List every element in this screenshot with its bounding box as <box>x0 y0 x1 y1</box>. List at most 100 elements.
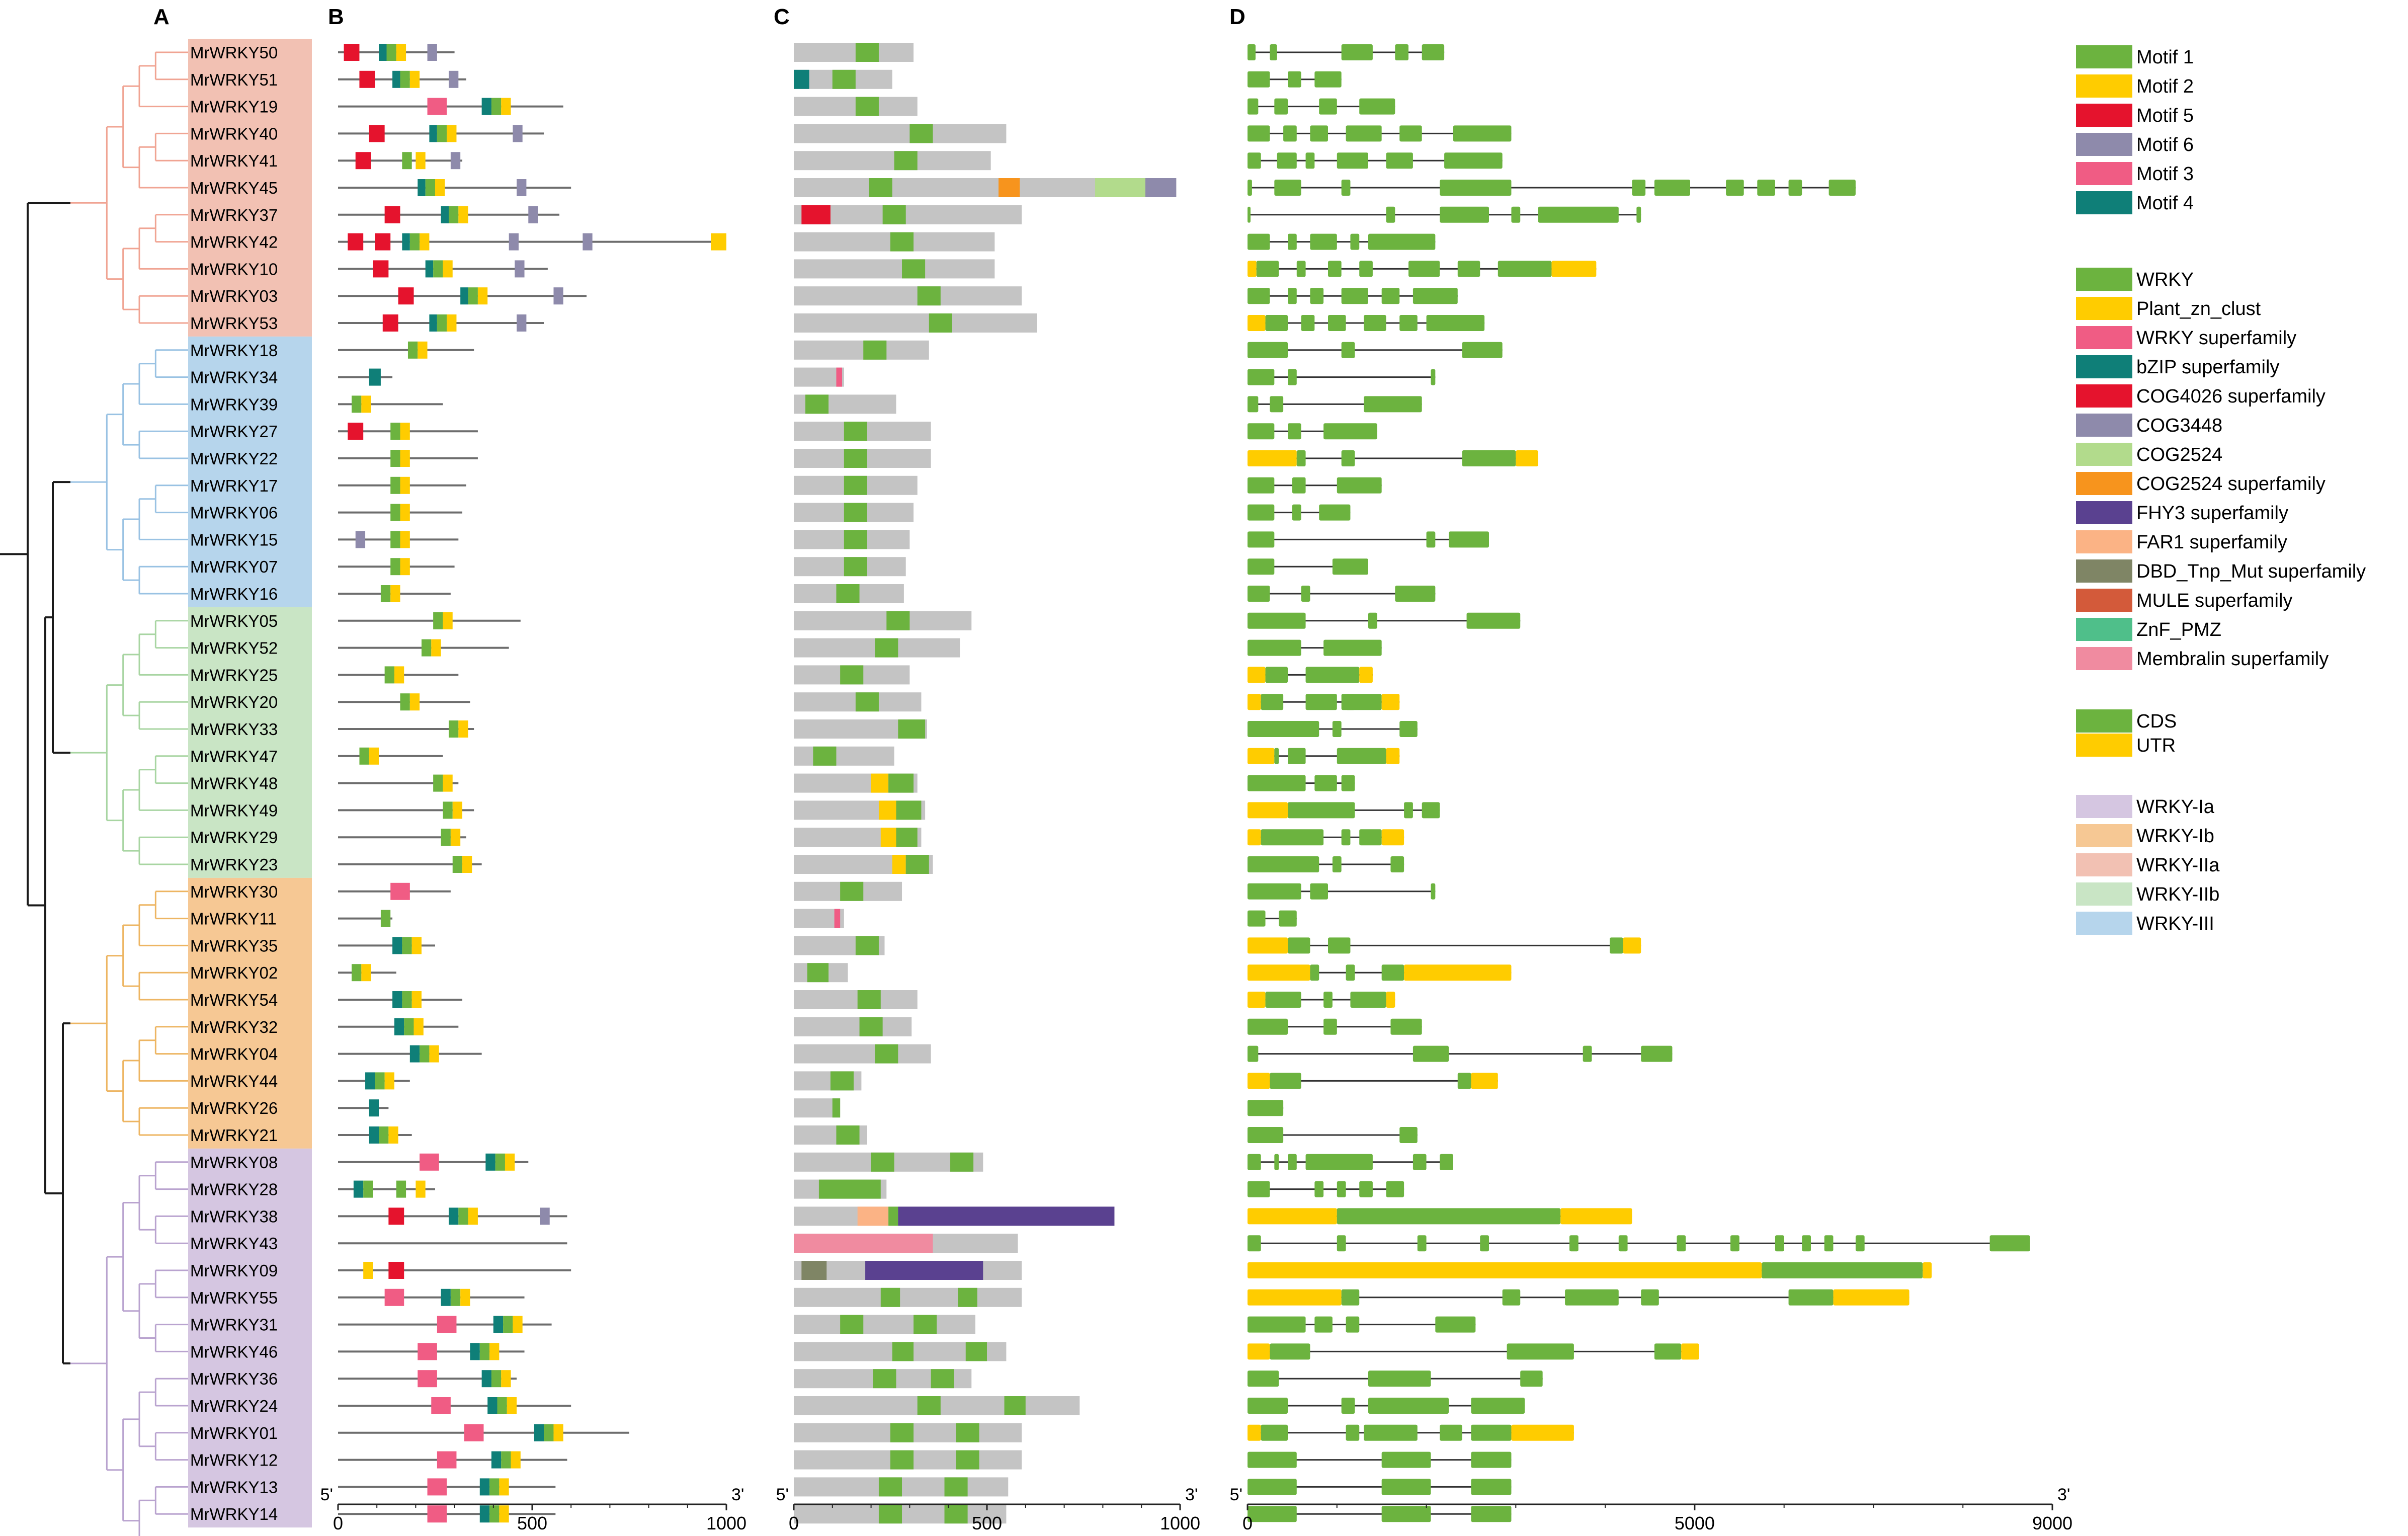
motif-box <box>468 1207 478 1225</box>
legend-swatch <box>2076 297 2132 320</box>
motif-box <box>418 1370 437 1388</box>
motif-box <box>411 937 422 954</box>
cds-block <box>1413 288 1458 304</box>
cds-block <box>1265 667 1288 683</box>
gene-label: MrWRKY30 <box>190 882 278 901</box>
cds-block <box>1404 802 1413 819</box>
panel-b-motifs <box>338 44 726 1523</box>
motif-box <box>553 1424 563 1441</box>
cds-block <box>1248 1451 1297 1468</box>
gene-label: MrWRKY22 <box>190 449 278 468</box>
motif-box <box>449 720 459 738</box>
panel-label-d: D <box>1229 5 1245 29</box>
group-band-strip-IIb <box>292 607 312 878</box>
protein-bar <box>794 611 972 630</box>
motif-box <box>501 98 511 115</box>
cds-block <box>1310 883 1328 900</box>
gene-label: MrWRKY37 <box>190 206 278 224</box>
motif-box <box>431 639 441 657</box>
cds-block <box>1288 1154 1297 1170</box>
gene-label: MrWRKY53 <box>190 314 278 333</box>
protein-bar <box>794 1017 912 1036</box>
motif-box <box>460 1288 470 1306</box>
gene-label: MrWRKY19 <box>190 98 278 116</box>
axis-3prime-c: 3' <box>1185 1485 1198 1504</box>
domain-box <box>840 881 864 901</box>
legend-label: UTR <box>2136 735 2176 756</box>
domain-box <box>890 232 914 252</box>
motif-box <box>386 44 396 61</box>
cds-block <box>1310 233 1337 250</box>
domain-box <box>844 475 867 495</box>
motif-box <box>390 882 410 900</box>
gene-label: MrWRKY11 <box>190 910 277 928</box>
cds-block <box>1256 261 1279 277</box>
protein-bar <box>794 205 1022 224</box>
utr-block <box>1248 748 1275 764</box>
cds-block <box>1381 1451 1431 1468</box>
gene-label: MrWRKY55 <box>190 1288 278 1307</box>
utr-block <box>1248 1073 1270 1089</box>
domain-box <box>892 855 906 874</box>
motif-box <box>437 1316 457 1333</box>
motif-box <box>390 504 400 521</box>
domain-box <box>956 1450 979 1470</box>
motif-box <box>373 260 389 278</box>
motif-box <box>402 991 412 1008</box>
cds-block <box>1292 477 1306 494</box>
motif-box <box>390 423 400 440</box>
cds-block <box>1296 261 1306 277</box>
cds-block <box>1435 1316 1476 1333</box>
cds-block <box>1359 261 1373 277</box>
cds-block <box>1368 233 1436 250</box>
domain-box <box>965 1342 987 1361</box>
utr-block <box>1551 261 1597 277</box>
legend-label: MULE superfamily <box>2136 590 2292 611</box>
cds-block <box>1341 450 1355 466</box>
domain-box <box>871 773 889 793</box>
cds-block <box>1288 937 1310 954</box>
cds-block <box>1292 504 1301 521</box>
protein-bar <box>794 340 929 360</box>
domain-box <box>859 1017 883 1036</box>
panel-label-b: B <box>328 5 344 29</box>
motif-box <box>449 70 459 88</box>
axis-3prime-b: 3' <box>731 1485 744 1504</box>
panel-label-a: A <box>153 5 170 29</box>
gene-label: MrWRKY45 <box>190 179 278 197</box>
motif-box <box>540 1207 550 1225</box>
cds-block <box>1440 1424 1462 1441</box>
domain-box <box>882 205 906 224</box>
domain-box <box>878 1477 902 1497</box>
axis-tick-label-c: 0 <box>789 1513 799 1533</box>
legend-swatch <box>2076 74 2132 98</box>
legend-swatch <box>2076 501 2132 524</box>
legend-swatch <box>2076 443 2132 466</box>
cds-block <box>1829 180 1856 196</box>
motif-box <box>437 125 447 142</box>
domain-box <box>794 1234 933 1253</box>
cds-block <box>1498 261 1552 277</box>
legend-label: Motif 2 <box>2136 76 2194 97</box>
cds-block <box>1390 1018 1422 1035</box>
motif-box <box>390 585 400 602</box>
motif-box <box>409 70 420 88</box>
utr-block <box>1248 829 1261 846</box>
motif-box <box>400 476 410 494</box>
cds-block <box>1310 964 1319 981</box>
cds-block <box>1248 531 1275 548</box>
gene-label: MrWRKY48 <box>190 774 278 793</box>
legend-label: COG4026 superfamily <box>2136 386 2326 407</box>
cds-block <box>1248 558 1275 575</box>
motif-box <box>485 1153 495 1171</box>
motif-box <box>375 233 391 251</box>
group-band-IIa <box>188 39 292 337</box>
utr-block <box>1833 1289 1909 1306</box>
legend-label: COG3448 <box>2136 415 2222 436</box>
motif-box <box>365 1072 375 1090</box>
legend-swatch <box>2076 618 2132 641</box>
axis-tick-label-c: 500 <box>972 1513 1002 1533</box>
cds-block <box>1641 1045 1673 1062</box>
legend-label: Motif 4 <box>2136 193 2194 214</box>
